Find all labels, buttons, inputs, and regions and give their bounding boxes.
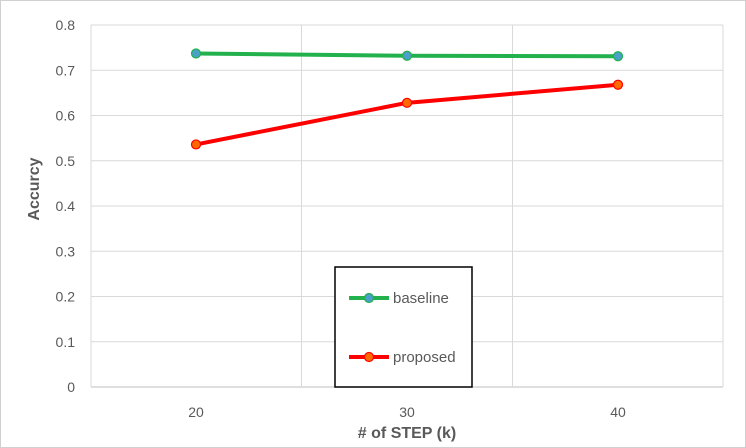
y-tick-label: 0.1 [56,334,76,350]
legend-entries: baseline proposed [349,290,456,366]
series-line-proposed [194,82,620,147]
y-tick-label: 0.7 [56,62,76,78]
legend-label: baseline [393,290,449,307]
x-axis-title: # of STEP (k) [358,425,456,442]
legend-label: proposed [393,349,456,366]
y-tick-label: 0.3 [56,243,76,259]
legend-swatch-marker [363,351,375,363]
data-point-proposed [612,79,624,90]
y-tick-label: 0.2 [56,289,76,305]
series-lines [190,48,624,150]
grid [90,24,724,388]
data-point-baseline [612,51,624,62]
y-tick-label: 0.8 [56,17,76,33]
y-axis-title: Accurcy [26,157,43,220]
legend: baseline proposed [334,266,473,388]
y-tick-labels: 0 0.1 0.2 0.3 0.4 0.5 0.6 0.7 0.8 [56,17,76,395]
data-point-proposed [190,139,202,150]
data-point-proposed [401,97,413,108]
data-point-baseline [190,48,202,59]
y-tick-label: 0.6 [56,108,76,124]
x-tick-label: 30 [399,404,415,420]
y-tick-label: 0.5 [56,153,76,169]
x-tick-label: 40 [610,404,626,420]
legend-swatch-marker [363,292,375,304]
x-tick-label: 20 [188,404,204,420]
y-tick-label: 0.4 [56,198,76,214]
legend-box [334,266,473,388]
y-tick-label: 0 [67,379,75,395]
data-point-baseline [401,50,413,61]
x-tick-labels: 20 30 40 [188,404,626,420]
